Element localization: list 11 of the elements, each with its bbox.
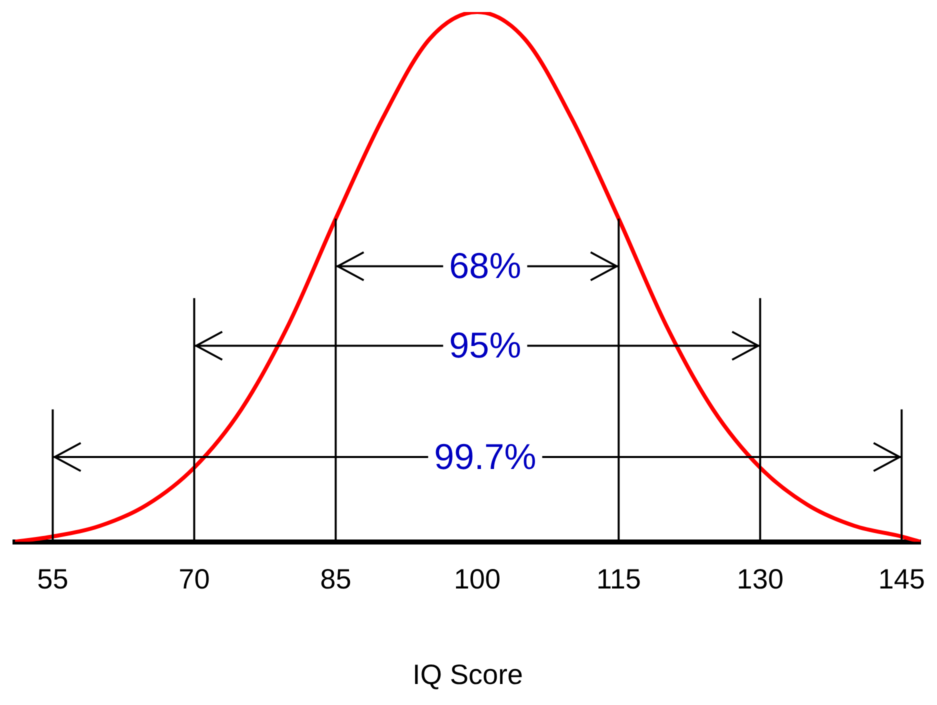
x-tick-label: 100 [454,563,501,594]
annotation: 95% [449,324,522,366]
x-axis-title: IQ Score [412,658,523,690]
annotation: 99.7% [434,436,536,477]
x-tick-label: 115 [596,563,641,594]
x-tick-label: 70 [178,563,210,594]
x-tick-label: 130 [736,563,784,594]
x-tick-label: 145 [878,563,925,594]
annotation: 68% [449,245,522,286]
x-tick-label: 55 [37,563,68,594]
x-tick-label: 85 [320,563,352,594]
